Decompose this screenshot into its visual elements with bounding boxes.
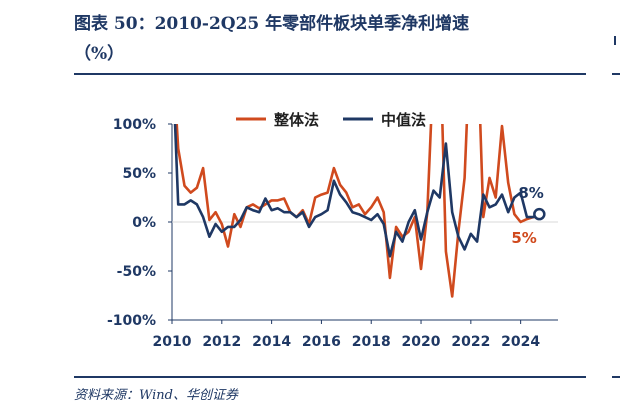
x-tick-label: 2014 [252,334,291,350]
median-end-label: 8% [518,184,543,202]
y-tick-label: -100% [107,313,156,329]
bottom-divider [74,376,586,378]
y-tick-label: 0% [132,215,156,231]
x-tick-label: 2012 [202,334,241,350]
right-edge-rule-bottom [612,376,620,378]
right-edge-mark [614,36,616,45]
source-note: 资料来源：Wind、华创证券 [74,388,238,403]
x-tick-label: 2016 [302,334,341,350]
y-tick-label: 50% [122,166,156,182]
x-tick-label: 2024 [501,334,540,350]
chart-title-line1: 图表 50：2010-2Q25 年零部件板块单季净利增速 [74,14,470,34]
series-line-median [173,124,540,258]
y-tick-label: -50% [117,264,156,280]
x-tick-label: 2022 [451,334,490,350]
legend-label-median: 中值法 [381,111,426,129]
legend-label-overall: 整体法 [274,111,319,129]
x-tick-label: 2020 [402,334,441,350]
top-divider [74,73,586,75]
right-edge-rule [612,73,620,75]
median-end-marker [533,207,546,221]
overall-end-label: 5% [511,229,536,247]
x-tick-label: 2010 [153,334,192,350]
chart-title: 图表 50：2010-2Q25 年零部件板块单季净利增速 （%） [74,9,594,69]
y-tick-label: 100% [113,117,156,133]
chart-title-line2: （%） [74,44,125,64]
x-tick-label: 2018 [352,334,391,350]
series-line-overall [175,124,540,298]
